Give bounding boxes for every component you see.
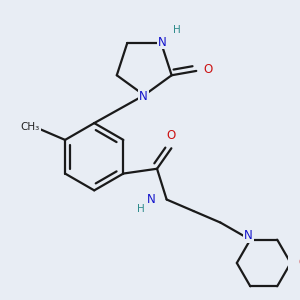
Text: O: O — [167, 129, 176, 142]
Text: CH₃: CH₃ — [21, 122, 40, 132]
Text: N: N — [244, 229, 253, 242]
Text: N: N — [147, 193, 156, 206]
Text: H: H — [173, 25, 180, 34]
Text: O: O — [298, 256, 300, 269]
Text: N: N — [158, 36, 167, 49]
Text: N: N — [139, 90, 148, 103]
Text: O: O — [203, 64, 212, 76]
Text: H: H — [137, 204, 145, 214]
